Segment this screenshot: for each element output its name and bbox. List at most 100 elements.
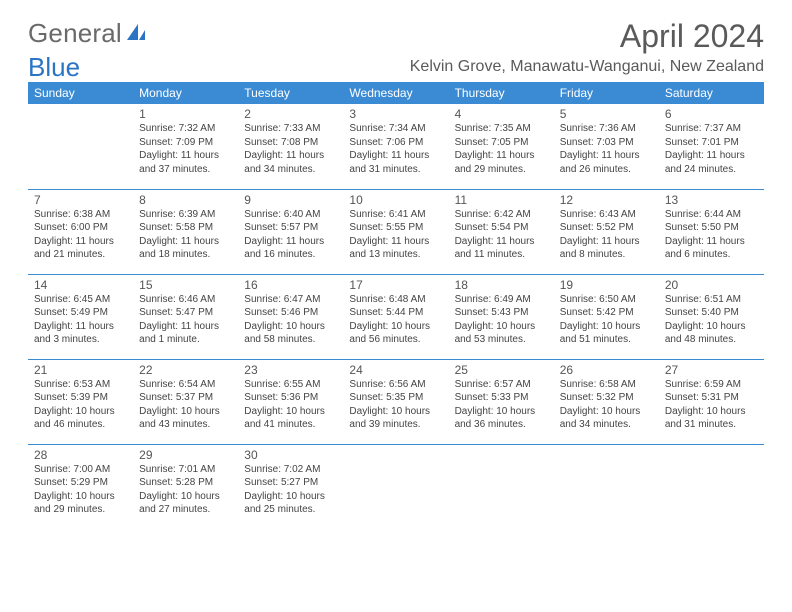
day-info: Sunrise: 6:38 AMSunset: 6:00 PMDaylight:… <box>34 208 127 262</box>
calendar-cell: 3Sunrise: 7:34 AMSunset: 7:06 PMDaylight… <box>343 104 448 189</box>
day-header: Monday <box>133 82 238 104</box>
daylight-text-2: and 21 minutes. <box>34 248 127 262</box>
sunrise-text: Sunrise: 7:02 AM <box>244 463 337 477</box>
daylight-text-2: and 26 minutes. <box>560 163 653 177</box>
day-info: Sunrise: 6:46 AMSunset: 5:47 PMDaylight:… <box>139 293 232 347</box>
daylight-text-1: Daylight: 11 hours <box>665 149 758 163</box>
sunset-text: Sunset: 5:28 PM <box>139 476 232 490</box>
calendar-week: 7Sunrise: 6:38 AMSunset: 6:00 PMDaylight… <box>28 189 764 274</box>
sunrise-text: Sunrise: 7:37 AM <box>665 122 758 136</box>
day-number: 22 <box>139 363 232 377</box>
daylight-text-2: and 39 minutes. <box>349 418 442 432</box>
day-info: Sunrise: 6:40 AMSunset: 5:57 PMDaylight:… <box>244 208 337 262</box>
calendar-cell: 8Sunrise: 6:39 AMSunset: 5:58 PMDaylight… <box>133 189 238 274</box>
sunrise-text: Sunrise: 7:32 AM <box>139 122 232 136</box>
day-number: 25 <box>455 363 548 377</box>
day-info: Sunrise: 7:36 AMSunset: 7:03 PMDaylight:… <box>560 122 653 176</box>
daylight-text-2: and 27 minutes. <box>139 503 232 517</box>
sunrise-text: Sunrise: 6:38 AM <box>34 208 127 222</box>
day-number: 1 <box>139 107 232 121</box>
calendar-cell: 21Sunrise: 6:53 AMSunset: 5:39 PMDayligh… <box>28 359 133 444</box>
day-number: 12 <box>560 193 653 207</box>
daylight-text-1: Daylight: 10 hours <box>139 490 232 504</box>
daylight-text-1: Daylight: 10 hours <box>244 490 337 504</box>
calendar-cell: 10Sunrise: 6:41 AMSunset: 5:55 PMDayligh… <box>343 189 448 274</box>
daylight-text-1: Daylight: 10 hours <box>349 405 442 419</box>
daylight-text-2: and 31 minutes. <box>349 163 442 177</box>
daylight-text-2: and 46 minutes. <box>34 418 127 432</box>
day-header: Thursday <box>449 82 554 104</box>
calendar-cell: 30Sunrise: 7:02 AMSunset: 5:27 PMDayligh… <box>238 444 343 529</box>
daylight-text-2: and 29 minutes. <box>34 503 127 517</box>
calendar-cell: 22Sunrise: 6:54 AMSunset: 5:37 PMDayligh… <box>133 359 238 444</box>
daylight-text-2: and 56 minutes. <box>349 333 442 347</box>
daylight-text-1: Daylight: 11 hours <box>139 320 232 334</box>
sunrise-text: Sunrise: 6:59 AM <box>665 378 758 392</box>
day-number: 13 <box>665 193 758 207</box>
sunset-text: Sunset: 5:33 PM <box>455 391 548 405</box>
calendar-week: 28Sunrise: 7:00 AMSunset: 5:29 PMDayligh… <box>28 444 764 529</box>
sunset-text: Sunset: 7:09 PM <box>139 136 232 150</box>
daylight-text-1: Daylight: 11 hours <box>349 149 442 163</box>
calendar-cell <box>28 104 133 189</box>
day-number: 16 <box>244 278 337 292</box>
day-info: Sunrise: 6:42 AMSunset: 5:54 PMDaylight:… <box>455 208 548 262</box>
logo-sail-icon <box>122 18 147 49</box>
daylight-text-1: Daylight: 10 hours <box>665 320 758 334</box>
calendar-cell: 5Sunrise: 7:36 AMSunset: 7:03 PMDaylight… <box>554 104 659 189</box>
day-info: Sunrise: 7:33 AMSunset: 7:08 PMDaylight:… <box>244 122 337 176</box>
sunset-text: Sunset: 5:32 PM <box>560 391 653 405</box>
day-number: 21 <box>34 363 127 377</box>
daylight-text-2: and 34 minutes. <box>244 163 337 177</box>
sunrise-text: Sunrise: 7:00 AM <box>34 463 127 477</box>
daylight-text-1: Daylight: 11 hours <box>34 235 127 249</box>
calendar-cell: 4Sunrise: 7:35 AMSunset: 7:05 PMDaylight… <box>449 104 554 189</box>
sunset-text: Sunset: 5:54 PM <box>455 221 548 235</box>
sunset-text: Sunset: 7:01 PM <box>665 136 758 150</box>
day-number: 4 <box>455 107 548 121</box>
day-number: 26 <box>560 363 653 377</box>
day-number: 10 <box>349 193 442 207</box>
sunset-text: Sunset: 5:58 PM <box>139 221 232 235</box>
calendar-cell: 12Sunrise: 6:43 AMSunset: 5:52 PMDayligh… <box>554 189 659 274</box>
calendar-cell <box>343 444 448 529</box>
day-info: Sunrise: 6:44 AMSunset: 5:50 PMDaylight:… <box>665 208 758 262</box>
day-info: Sunrise: 6:41 AMSunset: 5:55 PMDaylight:… <box>349 208 442 262</box>
day-number: 5 <box>560 107 653 121</box>
sunrise-text: Sunrise: 7:01 AM <box>139 463 232 477</box>
day-number: 28 <box>34 448 127 462</box>
daylight-text-2: and 41 minutes. <box>244 418 337 432</box>
sunrise-text: Sunrise: 7:33 AM <box>244 122 337 136</box>
calendar-cell: 27Sunrise: 6:59 AMSunset: 5:31 PMDayligh… <box>659 359 764 444</box>
day-number: 24 <box>349 363 442 377</box>
day-header: Tuesday <box>238 82 343 104</box>
sunset-text: Sunset: 5:50 PM <box>665 221 758 235</box>
sunrise-text: Sunrise: 6:53 AM <box>34 378 127 392</box>
sunrise-text: Sunrise: 6:40 AM <box>244 208 337 222</box>
calendar-cell: 6Sunrise: 7:37 AMSunset: 7:01 PMDaylight… <box>659 104 764 189</box>
daylight-text-2: and 34 minutes. <box>560 418 653 432</box>
calendar-week: 21Sunrise: 6:53 AMSunset: 5:39 PMDayligh… <box>28 359 764 444</box>
day-number: 18 <box>455 278 548 292</box>
daylight-text-1: Daylight: 11 hours <box>244 149 337 163</box>
daylight-text-2: and 25 minutes. <box>244 503 337 517</box>
daylight-text-1: Daylight: 11 hours <box>139 149 232 163</box>
day-info: Sunrise: 6:57 AMSunset: 5:33 PMDaylight:… <box>455 378 548 432</box>
sunrise-text: Sunrise: 6:56 AM <box>349 378 442 392</box>
day-info: Sunrise: 6:50 AMSunset: 5:42 PMDaylight:… <box>560 293 653 347</box>
day-header: Saturday <box>659 82 764 104</box>
daylight-text-1: Daylight: 10 hours <box>244 405 337 419</box>
day-info: Sunrise: 7:02 AMSunset: 5:27 PMDaylight:… <box>244 463 337 517</box>
calendar-cell: 19Sunrise: 6:50 AMSunset: 5:42 PMDayligh… <box>554 274 659 359</box>
daylight-text-2: and 51 minutes. <box>560 333 653 347</box>
day-number: 8 <box>139 193 232 207</box>
sunrise-text: Sunrise: 7:34 AM <box>349 122 442 136</box>
day-info: Sunrise: 6:56 AMSunset: 5:35 PMDaylight:… <box>349 378 442 432</box>
daylight-text-2: and 36 minutes. <box>455 418 548 432</box>
day-info: Sunrise: 6:47 AMSunset: 5:46 PMDaylight:… <box>244 293 337 347</box>
sunrise-text: Sunrise: 6:58 AM <box>560 378 653 392</box>
daylight-text-1: Daylight: 10 hours <box>560 405 653 419</box>
calendar-cell <box>449 444 554 529</box>
daylight-text-1: Daylight: 10 hours <box>34 405 127 419</box>
sunset-text: Sunset: 5:42 PM <box>560 306 653 320</box>
